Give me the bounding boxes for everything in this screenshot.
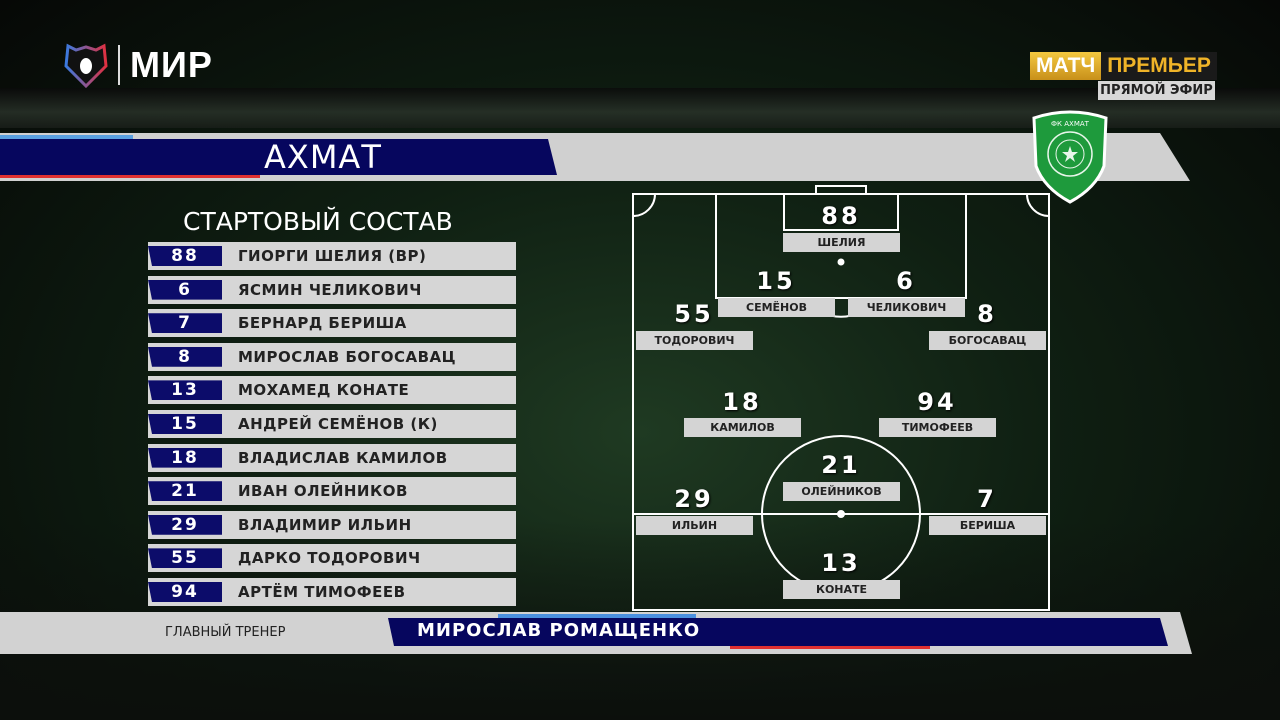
player-number: 21	[148, 481, 222, 502]
penalty-spot	[837, 258, 845, 266]
center-spot	[837, 510, 845, 518]
league-logo: МИР	[64, 42, 213, 88]
logo-divider	[118, 45, 120, 85]
accent-stripe-blue	[498, 614, 696, 618]
formation-number: 8	[977, 300, 997, 328]
coach-label: ГЛАВНЫЙ ТРЕНЕР	[165, 625, 286, 640]
accent-stripe-blue	[0, 135, 133, 139]
player-name: ДАРКО ТОДОРОВИЧ	[238, 549, 421, 568]
player-number: 29	[148, 514, 222, 535]
formation-name: СЕМЁНОВ	[718, 298, 835, 317]
player-name: АНДРЕЙ СЕМЁНОВ (К)	[238, 415, 438, 433]
formation-number: 7	[977, 485, 997, 513]
lineup-row: 8 МИРОСЛАВ БОГОСАВАЦ	[148, 342, 516, 371]
formation-name: ШЕЛИЯ	[783, 233, 900, 252]
player-name: МИРОСЛАВ БОГОСАВАЦ	[238, 347, 457, 366]
player-name: ВЛАДИМИР ИЛЬИН	[238, 515, 412, 534]
player-name: АРТЁМ ТИМОФЕЕВ	[238, 583, 406, 601]
formation-number: 6	[896, 267, 916, 295]
player-number: 7	[148, 313, 222, 334]
lineup-title: СТАРТОВЫЙ СОСТАВ	[183, 207, 453, 236]
club-badge-icon: ФК АХМАТ	[1032, 110, 1108, 204]
bear-shield-icon	[64, 43, 108, 88]
lineup-row: 55 ДАРКО ТОДОРОВИЧ	[148, 544, 516, 573]
player-number: 55	[148, 548, 222, 569]
player-name: ИВАН ОЛЕЙНИКОВ	[238, 482, 408, 501]
player-name: МОХАМЕД КОНАТЕ	[238, 381, 410, 400]
lineup-row: 13 МОХАМЕД КОНАТЕ	[148, 376, 516, 405]
formation-number: 88	[821, 202, 861, 230]
lineup-row: 18 ВЛАДИСЛАВ КАМИЛОВ	[148, 443, 516, 472]
lineup-row: 29 ВЛАДИМИР ИЛЬИН	[148, 510, 516, 539]
player-number: 18	[148, 447, 222, 468]
formation-name: БОГОСАВАЦ	[929, 331, 1046, 350]
formation-number: 15	[756, 267, 796, 295]
team-name: АХМАТ	[264, 138, 382, 176]
lineup-row: 94 АРТЁМ ТИМОФЕЕВ	[148, 578, 516, 606]
goal	[815, 185, 867, 195]
player-number: 6	[148, 279, 222, 300]
formation-name: КАМИЛОВ	[684, 418, 801, 437]
corner-arc-left	[632, 193, 656, 217]
lineup-row: 88 ГИОРГИ ШЕЛИЯ (ВР)	[148, 242, 516, 270]
formation-name: ЧЕЛИКОВИЧ	[848, 298, 965, 317]
formation-name: ТИМОФЕЕВ	[879, 418, 996, 437]
player-number: 13	[148, 380, 222, 401]
formation-name: ИЛЬИН	[636, 516, 753, 535]
badge-text: ФК АХМАТ	[1051, 120, 1090, 128]
player-number: 88	[148, 246, 222, 266]
player-name: БЕРНАРД БЕРИША	[238, 314, 407, 333]
coach-name: МИРОСЛАВ РОМАЩЕНКО	[417, 620, 701, 641]
formation-name: ТОДОРОВИЧ	[636, 331, 753, 350]
formation-number: 94	[917, 388, 957, 416]
channel-name-b: ПРЕМЬЕР	[1101, 52, 1217, 80]
coach-name-band	[388, 618, 1168, 646]
accent-stripe-red	[730, 646, 930, 649]
player-number: 94	[148, 582, 222, 602]
coach-bar: ГЛАВНЫЙ ТРЕНЕР МИРОСЛАВ РОМАЩЕНКО	[0, 612, 1192, 654]
formation-number: 13	[821, 549, 861, 577]
mir-logo-text: МИР	[130, 44, 213, 85]
channel-name-a: МАТЧ	[1030, 52, 1102, 80]
formation-number: 18	[722, 388, 762, 416]
team-name-band	[0, 139, 557, 175]
formation-number: 29	[674, 485, 714, 513]
lineup-row: 6 ЯСМИН ЧЕЛИКОВИЧ	[148, 275, 516, 304]
formation-name: КОНАТЕ	[783, 580, 900, 599]
lineup-row: 7 БЕРНАРД БЕРИША	[148, 309, 516, 338]
formation-name: ОЛЕЙНИКОВ	[783, 482, 900, 501]
player-name: ЯСМИН ЧЕЛИКОВИЧ	[238, 280, 422, 299]
channel-logo: МАТЧ ПРЕМЬЕР	[1030, 52, 1217, 80]
team-header-bar: АХМАТ	[0, 133, 1190, 181]
player-name: ГИОРГИ ШЕЛИЯ (ВР)	[238, 247, 427, 265]
lineup-row: 21 ИВАН ОЛЕЙНИКОВ	[148, 477, 516, 506]
formation-number: 21	[821, 451, 861, 479]
player-number: 15	[148, 414, 222, 434]
accent-stripe-red	[0, 175, 260, 178]
player-name: ВЛАДИСЛАВ КАМИЛОВ	[238, 448, 448, 467]
formation-number: 55	[674, 300, 714, 328]
player-number: 8	[148, 346, 222, 367]
live-badge: ПРЯМОЙ ЭФИР	[1098, 81, 1215, 100]
formation-name: БЕРИША	[929, 516, 1046, 535]
lineup-row: 15 АНДРЕЙ СЕМЁНОВ (К)	[148, 410, 516, 438]
